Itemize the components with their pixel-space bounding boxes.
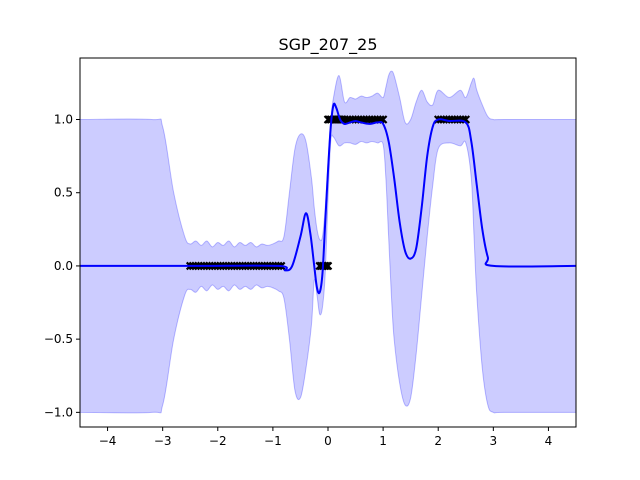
y-tick-label: 1.0 [54, 113, 73, 127]
x-tick-label: 1 [379, 434, 387, 448]
y-tick-label: 0.5 [54, 186, 73, 200]
y-tick-label: −1.0 [44, 405, 73, 419]
x-tick-label: 2 [434, 434, 442, 448]
x-tick-label: −4 [99, 434, 117, 448]
chart-title: SGP_207_25 [278, 35, 377, 55]
y-tick-label: 0.0 [54, 259, 73, 273]
mean-line [80, 102, 577, 295]
x-tick-label: 0 [324, 434, 332, 448]
axes: −4 −3 −2 −1 0 1 2 3 4 −1.0 −0.5 0.0 0.5 1.0 [44, 113, 552, 449]
x-tick-label: 4 [545, 434, 553, 448]
plot-area [79, 70, 577, 414]
x-tick-label: −2 [209, 434, 227, 448]
x-tick-label: −3 [154, 434, 172, 448]
y-tick-label: −0.5 [44, 332, 73, 346]
observation-point [323, 261, 333, 271]
x-tick-label: 3 [490, 434, 498, 448]
x-tick-label: −1 [264, 434, 282, 448]
